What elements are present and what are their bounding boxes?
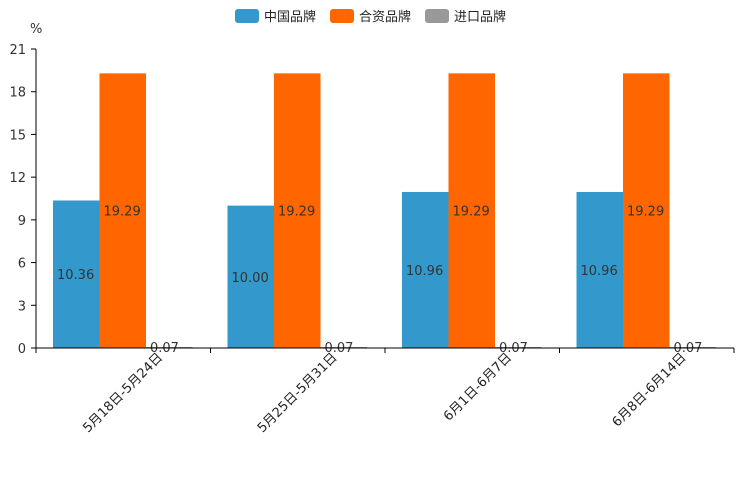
bar [448, 73, 495, 349]
x-tick-label: 5月18日-5月24日 [80, 350, 166, 436]
x-tick-label: 5月25日-5月31日 [255, 350, 341, 436]
bar [227, 205, 274, 348]
legend-label: 进口品牌 [454, 9, 506, 25]
y-tick-label: 0 [18, 342, 26, 357]
bar [576, 191, 623, 348]
y-tick-label: 21 [9, 43, 26, 58]
bar-value-label: 10.96 [581, 264, 618, 279]
x-tick-label: 6月8日-6月14日 [610, 350, 690, 430]
y-tick-label: 3 [18, 299, 26, 314]
bar-value-label: 19.29 [453, 205, 490, 220]
bar [99, 73, 146, 349]
legend-swatch [330, 9, 354, 23]
y-tick-label: 6 [18, 257, 26, 272]
legend-swatch [425, 9, 449, 23]
bar-value-label: 19.29 [278, 205, 315, 220]
bar [402, 191, 449, 348]
x-axis: 5月18日-5月24日 5月25日-5月31日 6月1日-6月7日 6月8日-6月14… [35, 347, 735, 436]
bars [53, 73, 716, 349]
bar-value-label: 10.96 [406, 264, 443, 279]
y-tick-label: 18 [9, 86, 26, 101]
bar-value-label: 19.29 [104, 205, 141, 220]
bar [274, 73, 321, 349]
x-tick-label: 6月1日-6月7日 [441, 350, 515, 424]
legend-label: 合资品牌 [359, 9, 411, 25]
bar-value-label: 19.29 [627, 205, 664, 220]
y-tick-label: 9 [18, 214, 26, 229]
legend: 中国品牌 合资品牌 进口品牌 [235, 9, 506, 25]
y-tick-label: 12 [9, 171, 26, 186]
bar-value-label: 10.36 [57, 268, 94, 283]
bar-value-label: 10.00 [232, 271, 269, 286]
y-unit-label: % [30, 22, 42, 37]
legend-label: 中国品牌 [264, 9, 316, 25]
bar [53, 200, 100, 348]
y-axis: 0 3 6 9 12 15 18 21 [9, 43, 37, 357]
y-tick-label: 15 [9, 128, 26, 143]
bar [623, 73, 670, 349]
legend-swatch [235, 9, 259, 23]
